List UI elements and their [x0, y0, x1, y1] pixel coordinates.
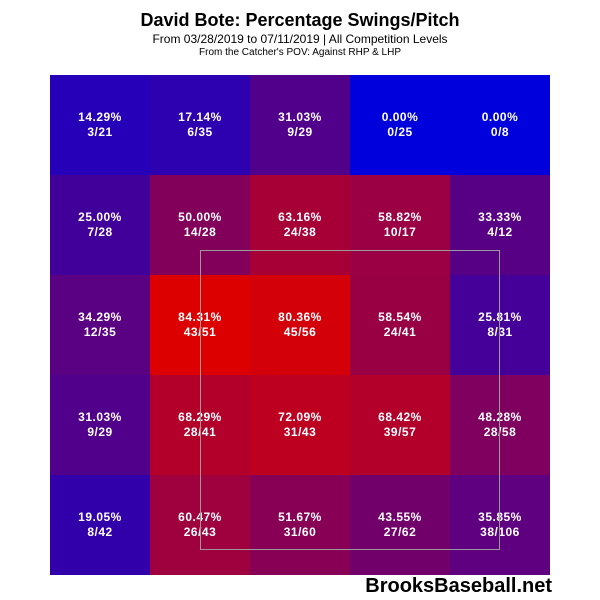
- heatmap-cell: 51.67% 31/60: [250, 475, 350, 575]
- cell-percentage-label: 63.16%: [278, 210, 322, 224]
- cell-percentage-label: 0.00%: [481, 110, 519, 124]
- cell-count-label: 9/29: [87, 425, 113, 439]
- cell-percentage-label: 25.00%: [78, 210, 122, 224]
- cell-count-label: 14/28: [183, 225, 217, 239]
- heatmap-cell: 17.14% 6/35: [150, 75, 250, 175]
- heatmap-cell: 25.00% 7/28: [50, 175, 150, 275]
- heatmap-cell: 0.00% 0/8: [450, 75, 550, 175]
- heatmap-cell: 48.28% 28/58: [450, 375, 550, 475]
- cell-count-label: 12/35: [83, 325, 117, 339]
- heatmap-cell: 58.54% 24/41: [350, 275, 450, 375]
- cell-count-label: 6/35: [187, 125, 213, 139]
- cell-percentage-label: 51.67%: [278, 510, 322, 524]
- heatmap-cell: 84.31% 43/51: [150, 275, 250, 375]
- heatmap-cell: 72.09% 31/43: [250, 375, 350, 475]
- cell-count-label: 31/43: [283, 425, 317, 439]
- cell-percentage-label: 80.36%: [278, 310, 322, 324]
- chart-subtitle: From 03/28/2019 to 07/11/2019 | All Comp…: [152, 32, 448, 46]
- heatmap-cell: 19.05% 8/42: [50, 475, 150, 575]
- cell-percentage-label: 31.03%: [278, 110, 322, 124]
- heatmap-cell: 35.85% 38/106: [450, 475, 550, 575]
- heatmap-cell: 34.29% 12/35: [50, 275, 150, 375]
- cell-count-label: 45/56: [283, 325, 317, 339]
- cell-count-label: 24/41: [383, 325, 417, 339]
- cell-percentage-label: 60.47%: [178, 510, 222, 524]
- cell-count-label: 0/25: [387, 125, 413, 139]
- cell-percentage-label: 72.09%: [278, 410, 322, 424]
- cell-percentage-label: 58.82%: [378, 210, 422, 224]
- heatmap-cell: 80.36% 45/56: [250, 275, 350, 375]
- cell-percentage-label: 48.28%: [478, 410, 522, 424]
- cell-percentage-label: 0.00%: [381, 110, 419, 124]
- heatmap-cell: 31.03% 9/29: [50, 375, 150, 475]
- cell-count-label: 31/60: [283, 525, 317, 539]
- cell-count-label: 8/31: [487, 325, 513, 339]
- heatmap-cell: 25.81% 8/31: [450, 275, 550, 375]
- cell-percentage-label: 43.55%: [378, 510, 422, 524]
- cell-count-label: 7/28: [87, 225, 113, 239]
- cell-count-label: 28/41: [183, 425, 217, 439]
- cell-percentage-label: 25.81%: [478, 310, 522, 324]
- chart-pov-note: From the Catcher's POV: Against RHP & LH…: [199, 47, 401, 58]
- cell-percentage-label: 14.29%: [78, 110, 122, 124]
- cell-percentage-label: 17.14%: [178, 110, 222, 124]
- heatmap-cell: 31.03% 9/29: [250, 75, 350, 175]
- cell-count-label: 8/42: [87, 525, 113, 539]
- cell-count-label: 27/62: [383, 525, 417, 539]
- cell-count-label: 0/8: [490, 125, 510, 139]
- cell-count-label: 3/21: [87, 125, 113, 139]
- heatmap-cell: 33.33% 4/12: [450, 175, 550, 275]
- heatmap-cell: 68.42% 39/57: [350, 375, 450, 475]
- heatmap-cell: 14.29% 3/21: [50, 75, 150, 175]
- cell-percentage-label: 34.29%: [78, 310, 122, 324]
- watermark: BrooksBaseball.net: [365, 575, 552, 597]
- swing-heatmap: 14.29% 3/21 17.14% 6/35 31.03% 9/29 0.00% 0/25 0…: [50, 75, 550, 575]
- cell-count-label: 38/106: [480, 525, 520, 539]
- cell-percentage-label: 68.42%: [378, 410, 422, 424]
- heatmap-cell: 68.29% 28/41: [150, 375, 250, 475]
- cell-percentage-label: 68.29%: [178, 410, 222, 424]
- cell-count-label: 4/12: [487, 225, 513, 239]
- cell-percentage-label: 31.03%: [78, 410, 122, 424]
- cell-percentage-label: 19.05%: [78, 510, 122, 524]
- cell-count-label: 24/38: [283, 225, 317, 239]
- cell-percentage-label: 50.00%: [178, 210, 222, 224]
- cell-percentage-label: 58.54%: [378, 310, 422, 324]
- cell-count-label: 9/29: [287, 125, 313, 139]
- cell-percentage-label: 33.33%: [478, 210, 522, 224]
- heatmap-cell: 43.55% 27/62: [350, 475, 450, 575]
- cell-percentage-label: 84.31%: [178, 310, 222, 324]
- heatmap-cell: 50.00% 14/28: [150, 175, 250, 275]
- heatmap-cell: 0.00% 0/25: [350, 75, 450, 175]
- cell-count-label: 26/43: [183, 525, 217, 539]
- cell-count-label: 39/57: [383, 425, 417, 439]
- cell-count-label: 10/17: [383, 225, 417, 239]
- cell-count-label: 28/58: [483, 425, 517, 439]
- heatmap-cell: 63.16% 24/38: [250, 175, 350, 275]
- cell-percentage-label: 35.85%: [478, 510, 522, 524]
- chart-title: David Bote: Percentage Swings/Pitch: [140, 10, 460, 30]
- heatmap-cell: 60.47% 26/43: [150, 475, 250, 575]
- cell-count-label: 43/51: [183, 325, 217, 339]
- heatmap-cell: 58.82% 10/17: [350, 175, 450, 275]
